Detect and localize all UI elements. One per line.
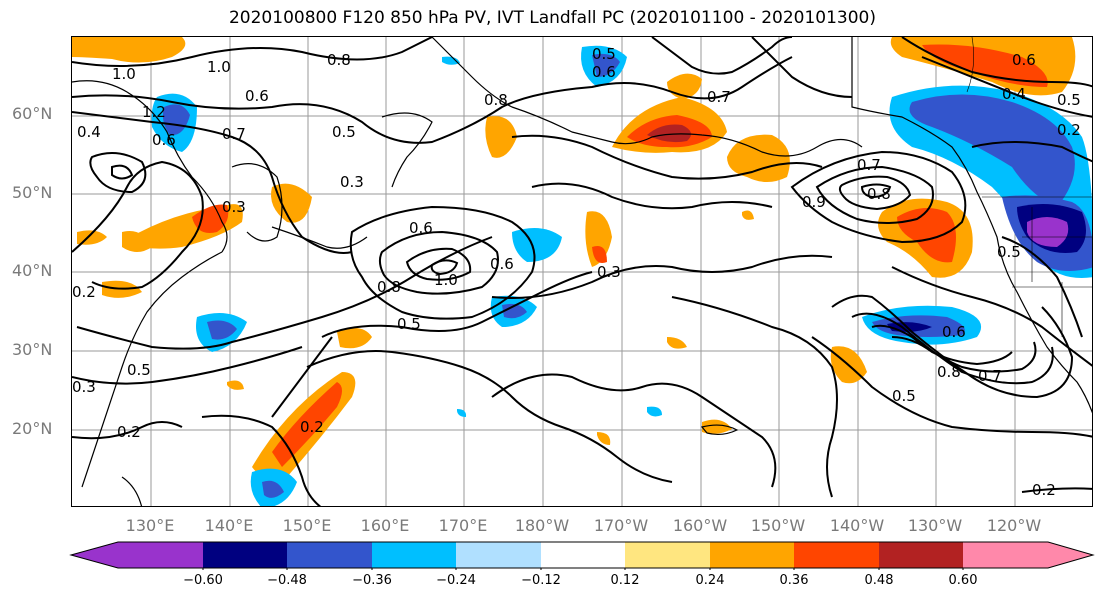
colorbar-segment — [1048, 542, 1093, 568]
lat-label: 30°N — [12, 340, 53, 359]
contour-label: 0.4 — [77, 123, 101, 141]
colorbar-segment — [963, 542, 1048, 568]
lat-label: 40°N — [12, 261, 53, 280]
lon-label: 170°W — [593, 516, 649, 535]
colorbar-tick-label: −0.36 — [352, 573, 392, 588]
contour-label: 0.2 — [300, 418, 324, 436]
map-canvas: 1.0 1.0 0.8 0.6 0.5 1.2 0.6 0.7 0.4 0.3 … — [72, 37, 1092, 506]
colorbar-segment — [879, 542, 963, 568]
contour-label: 0.2 — [1032, 481, 1056, 499]
colorbar-tick-label: 0.12 — [610, 573, 640, 588]
colorbar-segment — [203, 542, 287, 568]
borders — [851, 37, 1092, 337]
colorbar-segment — [794, 542, 879, 568]
colorbar-segment — [456, 542, 541, 568]
colorbar-tick-label: −0.60 — [183, 573, 223, 588]
contour-label: 0.8 — [377, 278, 401, 296]
lat-label: 60°N — [12, 104, 53, 123]
contour-label: 0.7 — [707, 88, 731, 106]
contour-label: 0.6 — [152, 131, 176, 149]
lon-label: 120°W — [986, 516, 1042, 535]
contour-label: 0.3 — [222, 198, 246, 216]
contour-label: 0.2 — [72, 283, 96, 301]
lon-label: 140°E — [204, 516, 254, 535]
colorbar-tick-label: −0.12 — [521, 573, 561, 588]
contour-label: 0.5 — [892, 387, 916, 405]
lon-label: 160°W — [672, 516, 728, 535]
colorbar-tick-label: −0.48 — [267, 573, 307, 588]
map-panel: 1.0 1.0 0.8 0.6 0.5 1.2 0.6 0.7 0.4 0.3 … — [71, 36, 1093, 507]
contour-label: 1.0 — [207, 58, 231, 76]
colorbar-segment — [625, 542, 710, 568]
contour-label: 0.5 — [127, 361, 151, 379]
lon-label: 150°E — [282, 516, 332, 535]
contour-label: 0.8 — [327, 51, 351, 69]
colorbar-tick-label: −0.24 — [436, 573, 476, 588]
contour-label: 0.2 — [1057, 121, 1081, 139]
contour-label: 0.5 — [332, 123, 356, 141]
contour-label: 0.5 — [592, 45, 616, 63]
contour-label: 1.0 — [112, 65, 136, 83]
contour-label: 0.3 — [340, 173, 364, 191]
lon-label: 180°W — [514, 516, 570, 535]
contour-label: 1.0 — [434, 271, 458, 289]
contour-label: 0.2 — [117, 423, 141, 441]
colorbar-outline — [69, 541, 1095, 569]
contour-labels: 1.0 1.0 0.8 0.6 0.5 1.2 0.6 0.7 0.4 0.3 … — [72, 45, 1081, 499]
contour-label: 0.3 — [597, 263, 621, 281]
colorbar-ticks — [202, 568, 964, 570]
contour-label: 0.9 — [802, 193, 826, 211]
colorbar-segment — [287, 542, 372, 568]
colorbar-segment — [118, 542, 203, 568]
contour-label: 0.7 — [222, 125, 246, 143]
lon-label: 130°W — [907, 516, 963, 535]
contour-label: 0.6 — [1012, 51, 1036, 69]
contour-label: 0.7 — [857, 156, 881, 174]
contour-label: 0.8 — [937, 363, 961, 381]
lon-label: 150°W — [750, 516, 806, 535]
lat-label: 50°N — [12, 183, 53, 202]
lon-label: 170°E — [438, 516, 488, 535]
lon-label: 160°E — [360, 516, 410, 535]
contour-label: 0.3 — [72, 378, 96, 396]
contour-label: 0.8 — [484, 91, 508, 109]
contour-lines — [72, 37, 1092, 506]
colorbar-segment — [372, 542, 456, 568]
contour-label: 0.5 — [1057, 91, 1081, 109]
colorbar — [69, 541, 1095, 570]
colorbar-segment — [541, 542, 625, 568]
lon-label: 140°W — [829, 516, 885, 535]
coastlines — [72, 37, 1092, 506]
contour-label: 0.4 — [1002, 85, 1026, 103]
contour-label: 0.6 — [409, 219, 433, 237]
lat-label: 20°N — [12, 419, 53, 438]
contour-label: 1.2 — [142, 103, 166, 121]
colorbar-tick-label: 0.36 — [779, 573, 809, 588]
contour-label: 0.6 — [490, 255, 514, 273]
lon-label: 130°E — [125, 516, 175, 535]
contour-label: 0.6 — [245, 87, 269, 105]
contour-label: 0.5 — [397, 315, 421, 333]
colorbar-segment — [71, 542, 118, 568]
colorbar-segment — [710, 542, 794, 568]
contour-label: 0.5 — [997, 243, 1021, 261]
contour-label: 0.6 — [592, 63, 616, 81]
contour-label: 0.6 — [942, 323, 966, 341]
colorbar-tick-label: 0.60 — [948, 573, 978, 588]
colorbar-tick-label: 0.24 — [695, 573, 725, 588]
map-title: 2020100800 F120 850 hPa PV, IVT Landfall… — [228, 8, 876, 28]
colorbar-tick-label: 0.48 — [864, 573, 894, 588]
contour-label: 0.7 — [978, 367, 1002, 385]
contour-label: 0.8 — [867, 185, 891, 203]
